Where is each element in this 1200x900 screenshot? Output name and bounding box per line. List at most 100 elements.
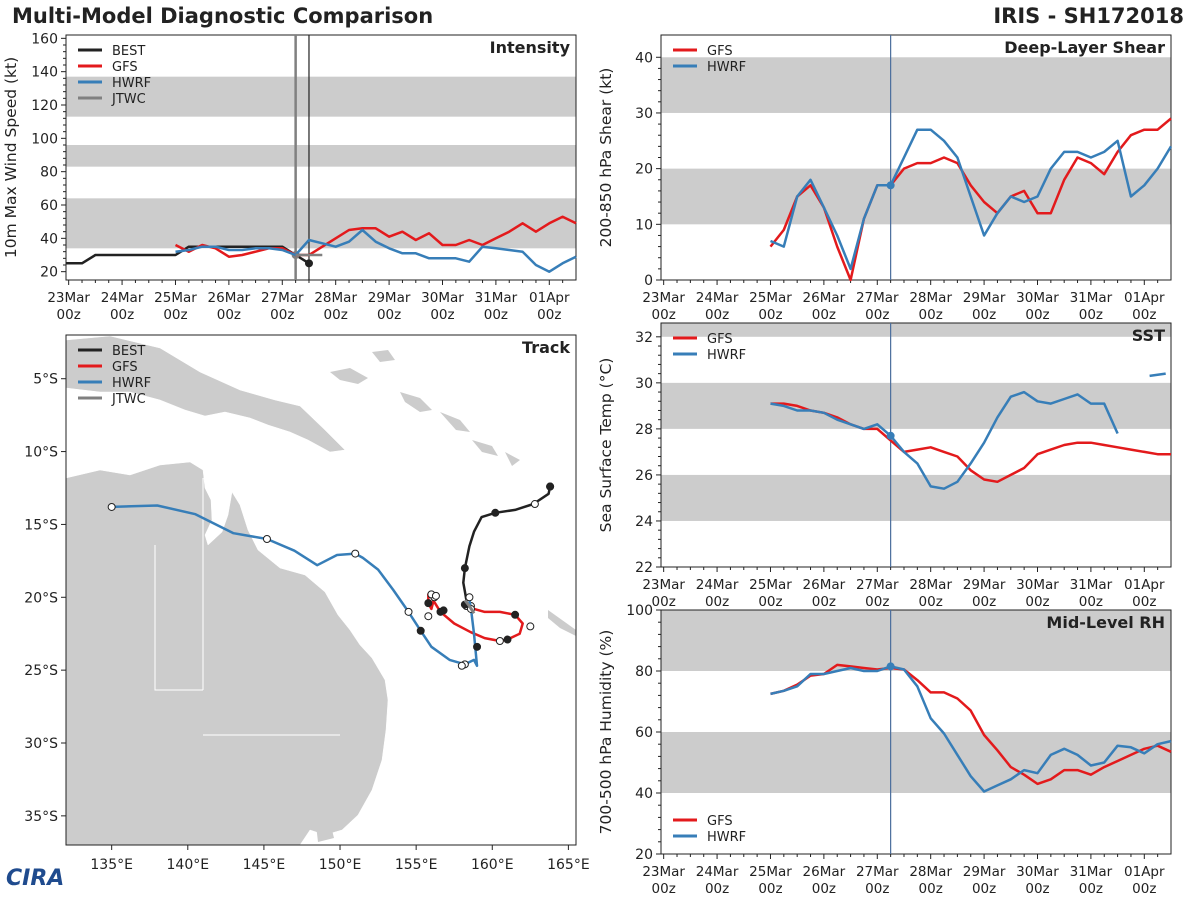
sst-ytick-label: 28	[635, 422, 653, 438]
sst-xtick-hour: 00z	[812, 594, 836, 610]
sst-xtick-day: 26Mar	[803, 577, 846, 593]
intensity-ytick-label: 140	[31, 65, 58, 81]
intensity-title: Intensity	[490, 38, 571, 57]
shear-xtick-hour: 00z	[812, 307, 836, 323]
shear-ytick-label: 0	[644, 273, 653, 289]
cira-logo-icon: CIRA	[6, 866, 64, 891]
track-ytick-label: 30°S	[24, 736, 58, 752]
shear-ytick-label: 40	[635, 50, 653, 66]
rh-xtick-hour: 00z	[1025, 881, 1049, 897]
shear-xtick-hour: 00z	[705, 307, 729, 323]
shear-ylabel: 200-850 hPa Shear (kt)	[597, 68, 615, 248]
rh-xtick-hour: 00z	[919, 881, 943, 897]
track-frame	[65, 334, 577, 846]
shear-legend-label: GFS	[707, 44, 733, 59]
sst-marker	[886, 431, 895, 440]
intensity-xtick-hour: 00z	[57, 307, 81, 323]
rh-band	[661, 610, 1171, 671]
shear-xtick-day: 28Mar	[909, 290, 952, 306]
track-point	[351, 549, 360, 558]
track-point	[439, 606, 448, 615]
track-point	[262, 535, 271, 543]
intensity-ytick-label: 20	[40, 265, 58, 281]
rh-xtick-day: 28Mar	[909, 864, 952, 880]
rh-ytick-label: 100	[626, 603, 653, 619]
intensity-marker	[304, 259, 313, 268]
rh-ylabel: 700-500 hPa Humidity (%)	[597, 630, 615, 835]
sst-ytick-label: 30	[635, 376, 653, 392]
track-ytick-label: 20°S	[24, 590, 58, 606]
rh-xtick-hour: 00z	[1132, 881, 1156, 897]
sst-xtick-hour: 00z	[919, 594, 943, 610]
shear-xtick-day: 29Mar	[963, 290, 1006, 306]
shear-marker	[886, 181, 895, 190]
rh-xtick-hour: 00z	[1079, 881, 1103, 897]
intensity-xtick-hour: 00z	[537, 307, 561, 323]
track-point	[546, 482, 555, 491]
sst-frame	[660, 322, 1172, 568]
track-xtick-label: 165°E	[547, 857, 590, 873]
shear-xtick-hour: 00z	[919, 307, 943, 323]
intensity-ytick-label: 160	[31, 31, 58, 47]
sst-xtick-hour: 00z	[652, 594, 676, 610]
intensity-xtick-hour: 00z	[217, 307, 241, 323]
sst-xtick-hour: 00z	[758, 594, 782, 610]
storm-name: IRIS - SH172018	[993, 4, 1184, 28]
sst-xtick-hour: 00z	[1079, 594, 1103, 610]
rh-xtick-hour: 00z	[652, 881, 676, 897]
shear-xtick-hour: 00z	[972, 307, 996, 323]
sst-xtick-day: 30Mar	[1016, 577, 1059, 593]
rh-ytick-label: 40	[635, 786, 653, 802]
sst-legend-label: GFS	[707, 332, 733, 347]
rh-series-hwrf	[770, 665, 1172, 793]
track-point	[491, 508, 500, 517]
rh-xtick-day: 23Mar	[642, 864, 685, 880]
sst-xtick-hour: 00z	[972, 594, 996, 610]
track-xtick-label: 150°E	[319, 857, 362, 873]
shear-xtick-hour: 00z	[1079, 307, 1103, 323]
track-point	[404, 607, 413, 616]
sst-legend-label: HWRF	[707, 348, 746, 363]
shear-ytick-label: 30	[635, 106, 653, 122]
shear-legend-label: HWRF	[707, 60, 746, 75]
intensity-xtick-day: 26Mar	[208, 290, 251, 306]
sst-title: SST	[1132, 326, 1165, 345]
intensity-panel: 2040608010012014016023Mar00z24Mar00z25Ma…	[2, 31, 577, 323]
shear-xtick-hour: 00z	[1132, 307, 1156, 323]
rh-band	[661, 732, 1171, 793]
shear-band	[661, 57, 1171, 113]
sst-xtick-day: 01Apr	[1124, 577, 1165, 593]
sst-xtick-day: 23Mar	[642, 577, 685, 593]
shear-xtick-day: 23Mar	[642, 290, 685, 306]
intensity-xtick-day: 30Mar	[421, 290, 464, 306]
track-title: Track	[522, 338, 570, 357]
sst-band	[661, 474, 1171, 521]
rh-ytick-label: 80	[635, 664, 653, 680]
rh-xtick-day: 31Mar	[1070, 864, 1113, 880]
intensity-ytick-label: 80	[40, 165, 58, 181]
sst-xtick-day: 25Mar	[749, 577, 792, 593]
track-xtick-label: 140°E	[167, 857, 210, 873]
sst-xtick-day: 24Mar	[696, 577, 739, 593]
rh-legend-label: GFS	[707, 814, 733, 829]
shear-xtick-day: 30Mar	[1016, 290, 1059, 306]
track-map-landmass	[66, 335, 576, 845]
intensity-band	[66, 145, 576, 167]
rh-ytick-label: 20	[635, 847, 653, 863]
rh-xtick-day: 01Apr	[1124, 864, 1165, 880]
track-ytick-label: 25°S	[24, 663, 58, 679]
sst-ylabel: Sea Surface Temp (°C)	[597, 358, 615, 533]
page-title: Multi-Model Diagnostic Comparison	[12, 4, 434, 28]
sst-xtick-day: 28Mar	[909, 577, 952, 593]
intensity-xtick-day: 25Mar	[154, 290, 197, 306]
sst-xtick-day: 29Mar	[963, 577, 1006, 593]
shear-band	[661, 168, 1171, 225]
track-axes: 135°E 140°E 145°E 150°E 155°E 160°E 165°E 5°S 10…	[24, 334, 590, 873]
intensity-xtick-day: 28Mar	[314, 290, 357, 306]
track-point	[526, 622, 535, 631]
shear-xtick-hour: 00z	[652, 307, 676, 323]
rh-xtick-day: 26Mar	[803, 864, 846, 880]
sst-band	[661, 382, 1171, 429]
track-legend-label: GFS	[112, 360, 138, 375]
track-series-gfs	[427, 593, 524, 643]
